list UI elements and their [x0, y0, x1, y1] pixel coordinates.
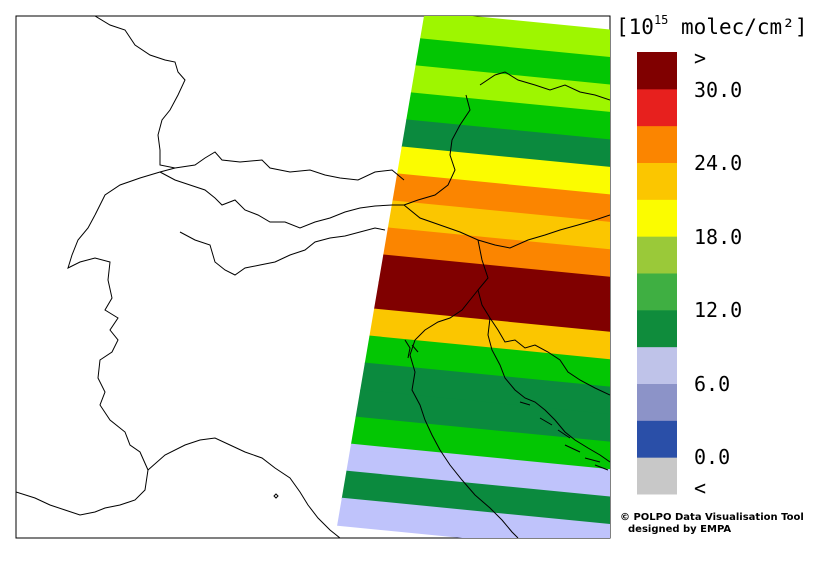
legend-swatch	[637, 236, 677, 274]
swath-band	[335, 496, 610, 538]
swath-band	[335, 331, 610, 389]
swath-band	[335, 249, 610, 306]
legend-swatch	[637, 309, 677, 348]
legend-label-0: 0.0	[694, 445, 731, 469]
border-swiss-italy	[94, 167, 404, 229]
swath-band	[335, 139, 610, 196]
swath-band	[335, 194, 610, 251]
legend-swatch	[637, 420, 677, 458]
legend-swatch	[637, 383, 677, 421]
legend-label-24: 24.0	[694, 151, 743, 175]
swath-band	[335, 166, 610, 224]
credit-line-2: designed by EMPA	[628, 524, 732, 535]
swath-band	[335, 304, 610, 361]
legend-unit-label: [1015 molec/cm²]	[616, 13, 808, 39]
islands-croatia	[519, 401, 609, 471]
legend-swatch	[637, 457, 677, 495]
border-hungary	[479, 71, 610, 101]
legend-swatch	[637, 52, 677, 90]
border-austria-inner	[403, 94, 471, 206]
credit-line-1: © POLPO Data Visualisation Tool	[620, 512, 804, 523]
legend-swatch	[637, 125, 677, 163]
swath-band	[335, 441, 610, 499]
legend-label-30: 30.0	[694, 78, 743, 102]
swath-band	[335, 276, 610, 334]
legend-label-gt: >	[694, 46, 707, 70]
swath-band	[335, 469, 610, 526]
island-small	[273, 493, 279, 499]
swath-band	[335, 359, 610, 416]
legend-label-lt: <	[694, 476, 707, 500]
swath-band	[335, 414, 610, 471]
swath-band	[335, 221, 610, 279]
legend-label-18: 18.0	[694, 225, 743, 249]
legend-swatch	[637, 162, 677, 200]
border-austria-slovenia	[403, 204, 610, 249]
coast-croatia	[487, 317, 610, 463]
legend-swatch	[637, 88, 677, 127]
credit-text: © POLPO Data Visualisation Tool designed…	[620, 512, 804, 536]
legend-swatch	[637, 346, 677, 384]
legend-swatch	[637, 199, 677, 237]
coast-lagoon	[404, 339, 419, 359]
swath-band	[335, 386, 610, 444]
border-france-italy	[16, 214, 149, 516]
legend-label-6: 6.0	[694, 372, 731, 396]
legend-label-12: 12.0	[694, 298, 743, 322]
border-slovenia-croatia	[477, 239, 610, 396]
border-ticino	[179, 227, 386, 276]
coast-adriatic-italy	[409, 289, 519, 538]
legend-swatch	[637, 273, 677, 311]
coast-italy-west	[147, 437, 341, 538]
swath-bands	[335, 16, 610, 538]
borders-coastlines	[16, 16, 610, 538]
